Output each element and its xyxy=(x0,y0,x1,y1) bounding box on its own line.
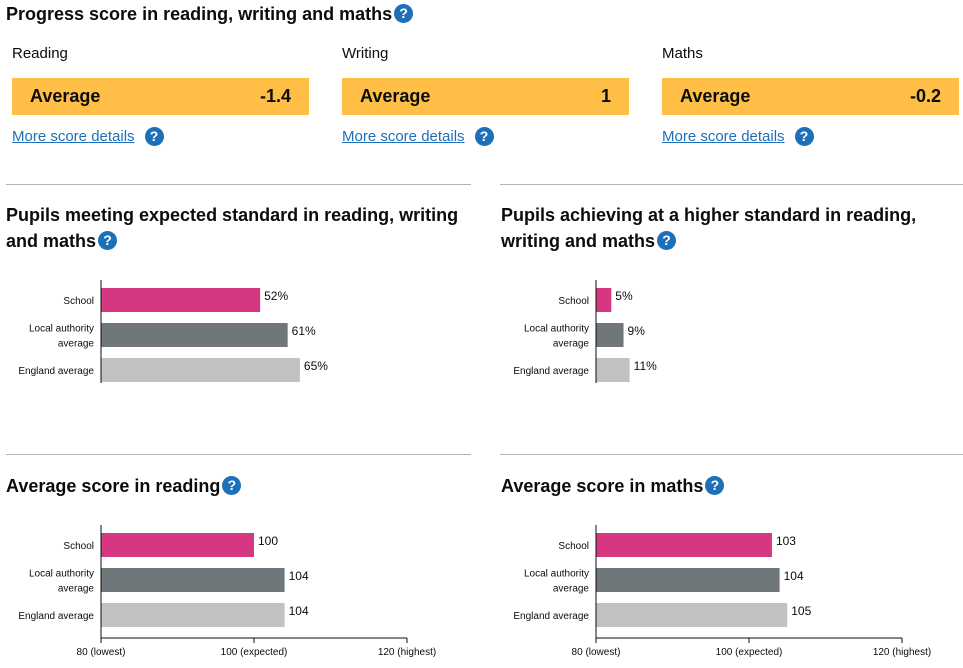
score-box: Average -0.2 xyxy=(662,78,959,115)
score-value: 1 xyxy=(600,86,611,106)
x-tick-label: 100 (expected) xyxy=(716,647,783,658)
subject-label: Reading xyxy=(12,45,68,62)
chart-higher-standard: 5% School 9% Local authority average 11% Engla… xyxy=(513,280,657,383)
category-label: average xyxy=(553,584,590,595)
category-label: average xyxy=(553,339,590,350)
bar-value-label: 105 xyxy=(791,604,811,618)
local-authority-bar xyxy=(596,323,624,347)
bar-value-label: 5% xyxy=(615,289,633,303)
section-divider xyxy=(500,184,963,185)
question-mark-icon[interactable]: ? xyxy=(474,127,494,146)
local-authority-bar xyxy=(101,323,288,347)
bar-value-label: 52% xyxy=(264,289,288,303)
score-box: Average -1.4 xyxy=(12,78,309,115)
more-details-row: More score details ? xyxy=(342,127,629,146)
score-value: -1.4 xyxy=(259,86,291,106)
local-authority-bar xyxy=(596,568,780,592)
bar-value-label: 9% xyxy=(628,324,646,338)
category-label: average xyxy=(58,339,95,350)
school-bar xyxy=(101,288,261,312)
more-score-details-link[interactable]: More score details xyxy=(662,128,785,145)
chart-average-maths: 103 School 104 Local authority average 105 Eng… xyxy=(513,525,931,658)
chart-title-text: Average score in reading xyxy=(6,476,221,496)
x-tick-label: 120 (highest) xyxy=(378,647,436,658)
category-label: Local authority xyxy=(524,569,589,580)
england-bar xyxy=(101,603,285,627)
england-bar xyxy=(101,358,300,382)
category-label: School xyxy=(558,541,589,552)
more-details-row: More score details ? xyxy=(662,127,959,146)
chart-expected-standard: 52% School 61% Local authority average 65% Eng… xyxy=(18,280,328,383)
category-label: Local authority xyxy=(29,324,94,335)
progress-card-maths: Maths Average -0.2 More score details ? xyxy=(662,45,959,146)
more-score-details-link[interactable]: More score details xyxy=(342,128,465,145)
category-label: School xyxy=(558,296,589,307)
chart-title-reading: Average score in reading? xyxy=(6,473,242,499)
x-tick-label: 100 (expected) xyxy=(221,647,288,658)
bar-value-label: 104 xyxy=(784,569,804,583)
category-label: England average xyxy=(513,611,589,622)
score-value: -0.2 xyxy=(909,86,941,106)
bar-value-label: 103 xyxy=(776,534,796,548)
category-label: School xyxy=(63,296,94,307)
question-mark-icon[interactable]: ? xyxy=(222,476,242,495)
progress-card-reading: Reading Average -1.4 More score details … xyxy=(12,45,309,146)
bar-value-label: 61% xyxy=(292,324,316,338)
category-label: England average xyxy=(18,611,94,622)
question-mark-icon[interactable]: ? xyxy=(98,231,118,250)
bar-value-label: 11% xyxy=(634,359,657,373)
bar-value-label: 104 xyxy=(289,569,309,583)
chart-title-expected: Pupils meeting expected standard in read… xyxy=(6,202,471,254)
progress-heading: Progress score in reading, writing and m… xyxy=(6,1,414,27)
chart-title-text: Pupils meeting expected standard in read… xyxy=(6,205,459,251)
chart-title-text: Pupils achieving at a higher standard in… xyxy=(501,205,917,251)
score-band: Average xyxy=(360,86,431,106)
progress-title: Progress score in reading, writing and m… xyxy=(6,4,393,24)
x-tick-label: 80 (lowest) xyxy=(77,647,126,658)
question-mark-icon[interactable]: ? xyxy=(705,476,725,495)
chart-title-higher: Pupils achieving at a higher standard in… xyxy=(501,202,941,254)
section-divider xyxy=(6,184,471,185)
local-authority-bar xyxy=(101,568,285,592)
score-band: Average xyxy=(680,86,751,106)
x-tick-label: 80 (lowest) xyxy=(572,647,621,658)
question-mark-icon[interactable]: ? xyxy=(144,127,164,146)
question-mark-icon[interactable]: ? xyxy=(794,127,814,146)
score-box: Average 1 xyxy=(342,78,629,115)
question-mark-icon[interactable]: ? xyxy=(394,4,414,23)
bar-value-label: 100 xyxy=(258,534,278,548)
category-label: average xyxy=(58,584,95,595)
england-bar xyxy=(596,358,630,382)
more-details-row: More score details ? xyxy=(12,127,309,146)
category-label: England average xyxy=(513,366,589,377)
bar-value-label: 104 xyxy=(289,604,309,618)
school-bar xyxy=(596,288,612,312)
section-divider xyxy=(6,454,471,455)
progress-card-writing: Writing Average 1 More score details ? xyxy=(342,45,629,146)
score-band: Average xyxy=(30,86,101,106)
school-bar xyxy=(101,533,254,557)
bar-value-label: 65% xyxy=(304,359,328,373)
category-label: Local authority xyxy=(29,569,94,580)
chart-title-maths: Average score in maths? xyxy=(501,473,725,499)
category-label: Local authority xyxy=(524,324,589,335)
chart-average-reading: 100 School 104 Local authority average 104 Eng… xyxy=(18,525,436,658)
chart-title-text: Average score in maths xyxy=(501,476,704,496)
subject-label: Maths xyxy=(662,45,703,62)
school-bar xyxy=(596,533,772,557)
question-mark-icon[interactable]: ? xyxy=(657,231,677,250)
x-tick-label: 120 (highest) xyxy=(873,647,931,658)
england-bar xyxy=(596,603,788,627)
more-score-details-link[interactable]: More score details xyxy=(12,128,135,145)
section-divider xyxy=(500,454,963,455)
category-label: School xyxy=(63,541,94,552)
subject-label: Writing xyxy=(342,45,389,62)
category-label: England average xyxy=(18,366,94,377)
